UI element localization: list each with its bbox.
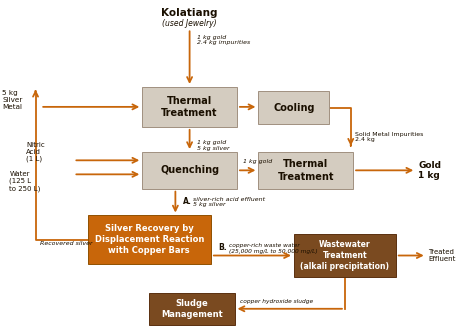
Text: B.: B. bbox=[218, 243, 227, 252]
Text: Thermal
Treatment: Thermal Treatment bbox=[161, 96, 218, 118]
FancyBboxPatch shape bbox=[258, 152, 353, 189]
Text: Recovered silver: Recovered silver bbox=[40, 241, 93, 245]
Text: Water
(125 L
to 250 L): Water (125 L to 250 L) bbox=[9, 171, 41, 191]
Text: Gold
1 kg: Gold 1 kg bbox=[418, 161, 441, 180]
Text: 1 kg gold: 1 kg gold bbox=[243, 160, 272, 164]
FancyBboxPatch shape bbox=[142, 87, 237, 127]
Text: (used Jewelry): (used Jewelry) bbox=[162, 19, 217, 28]
FancyBboxPatch shape bbox=[294, 234, 396, 277]
FancyBboxPatch shape bbox=[149, 293, 235, 325]
Text: Solid Metal Impurities
2.4 kg: Solid Metal Impurities 2.4 kg bbox=[355, 132, 423, 142]
Text: Quenching: Quenching bbox=[160, 165, 219, 175]
Text: copper hydroxide sludge: copper hydroxide sludge bbox=[240, 299, 313, 304]
Text: 1 kg gold
5 kg silver: 1 kg gold 5 kg silver bbox=[197, 140, 229, 151]
Text: 5 kg
Silver
Metal: 5 kg Silver Metal bbox=[2, 90, 23, 110]
Text: Wastewater
Treatment
(alkali precipitation): Wastewater Treatment (alkali precipitati… bbox=[301, 240, 389, 271]
Text: silver-rich acid effluent
5 kg silver: silver-rich acid effluent 5 kg silver bbox=[193, 197, 265, 207]
FancyBboxPatch shape bbox=[258, 91, 329, 124]
FancyBboxPatch shape bbox=[88, 215, 211, 264]
Text: Nitric
Acid
(1 L): Nitric Acid (1 L) bbox=[26, 142, 45, 162]
Text: Treated
Effluent: Treated Effluent bbox=[428, 249, 456, 262]
Text: 1 kg gold
2.4 kg impurities: 1 kg gold 2.4 kg impurities bbox=[197, 35, 250, 45]
Text: Silver Recovery by
Displacement Reaction
with Copper Bars: Silver Recovery by Displacement Reaction… bbox=[95, 224, 204, 255]
Text: Cooling: Cooling bbox=[273, 103, 315, 113]
Text: copper-rich waste water
(25,000 mg/L to 50,000 mg/L): copper-rich waste water (25,000 mg/L to … bbox=[229, 243, 318, 254]
Text: Thermal
Treatment: Thermal Treatment bbox=[277, 159, 334, 182]
FancyBboxPatch shape bbox=[142, 152, 237, 189]
Text: Kolatiang: Kolatiang bbox=[161, 8, 218, 18]
Text: A.: A. bbox=[182, 197, 191, 205]
Text: Sludge
Management: Sludge Management bbox=[161, 299, 223, 319]
